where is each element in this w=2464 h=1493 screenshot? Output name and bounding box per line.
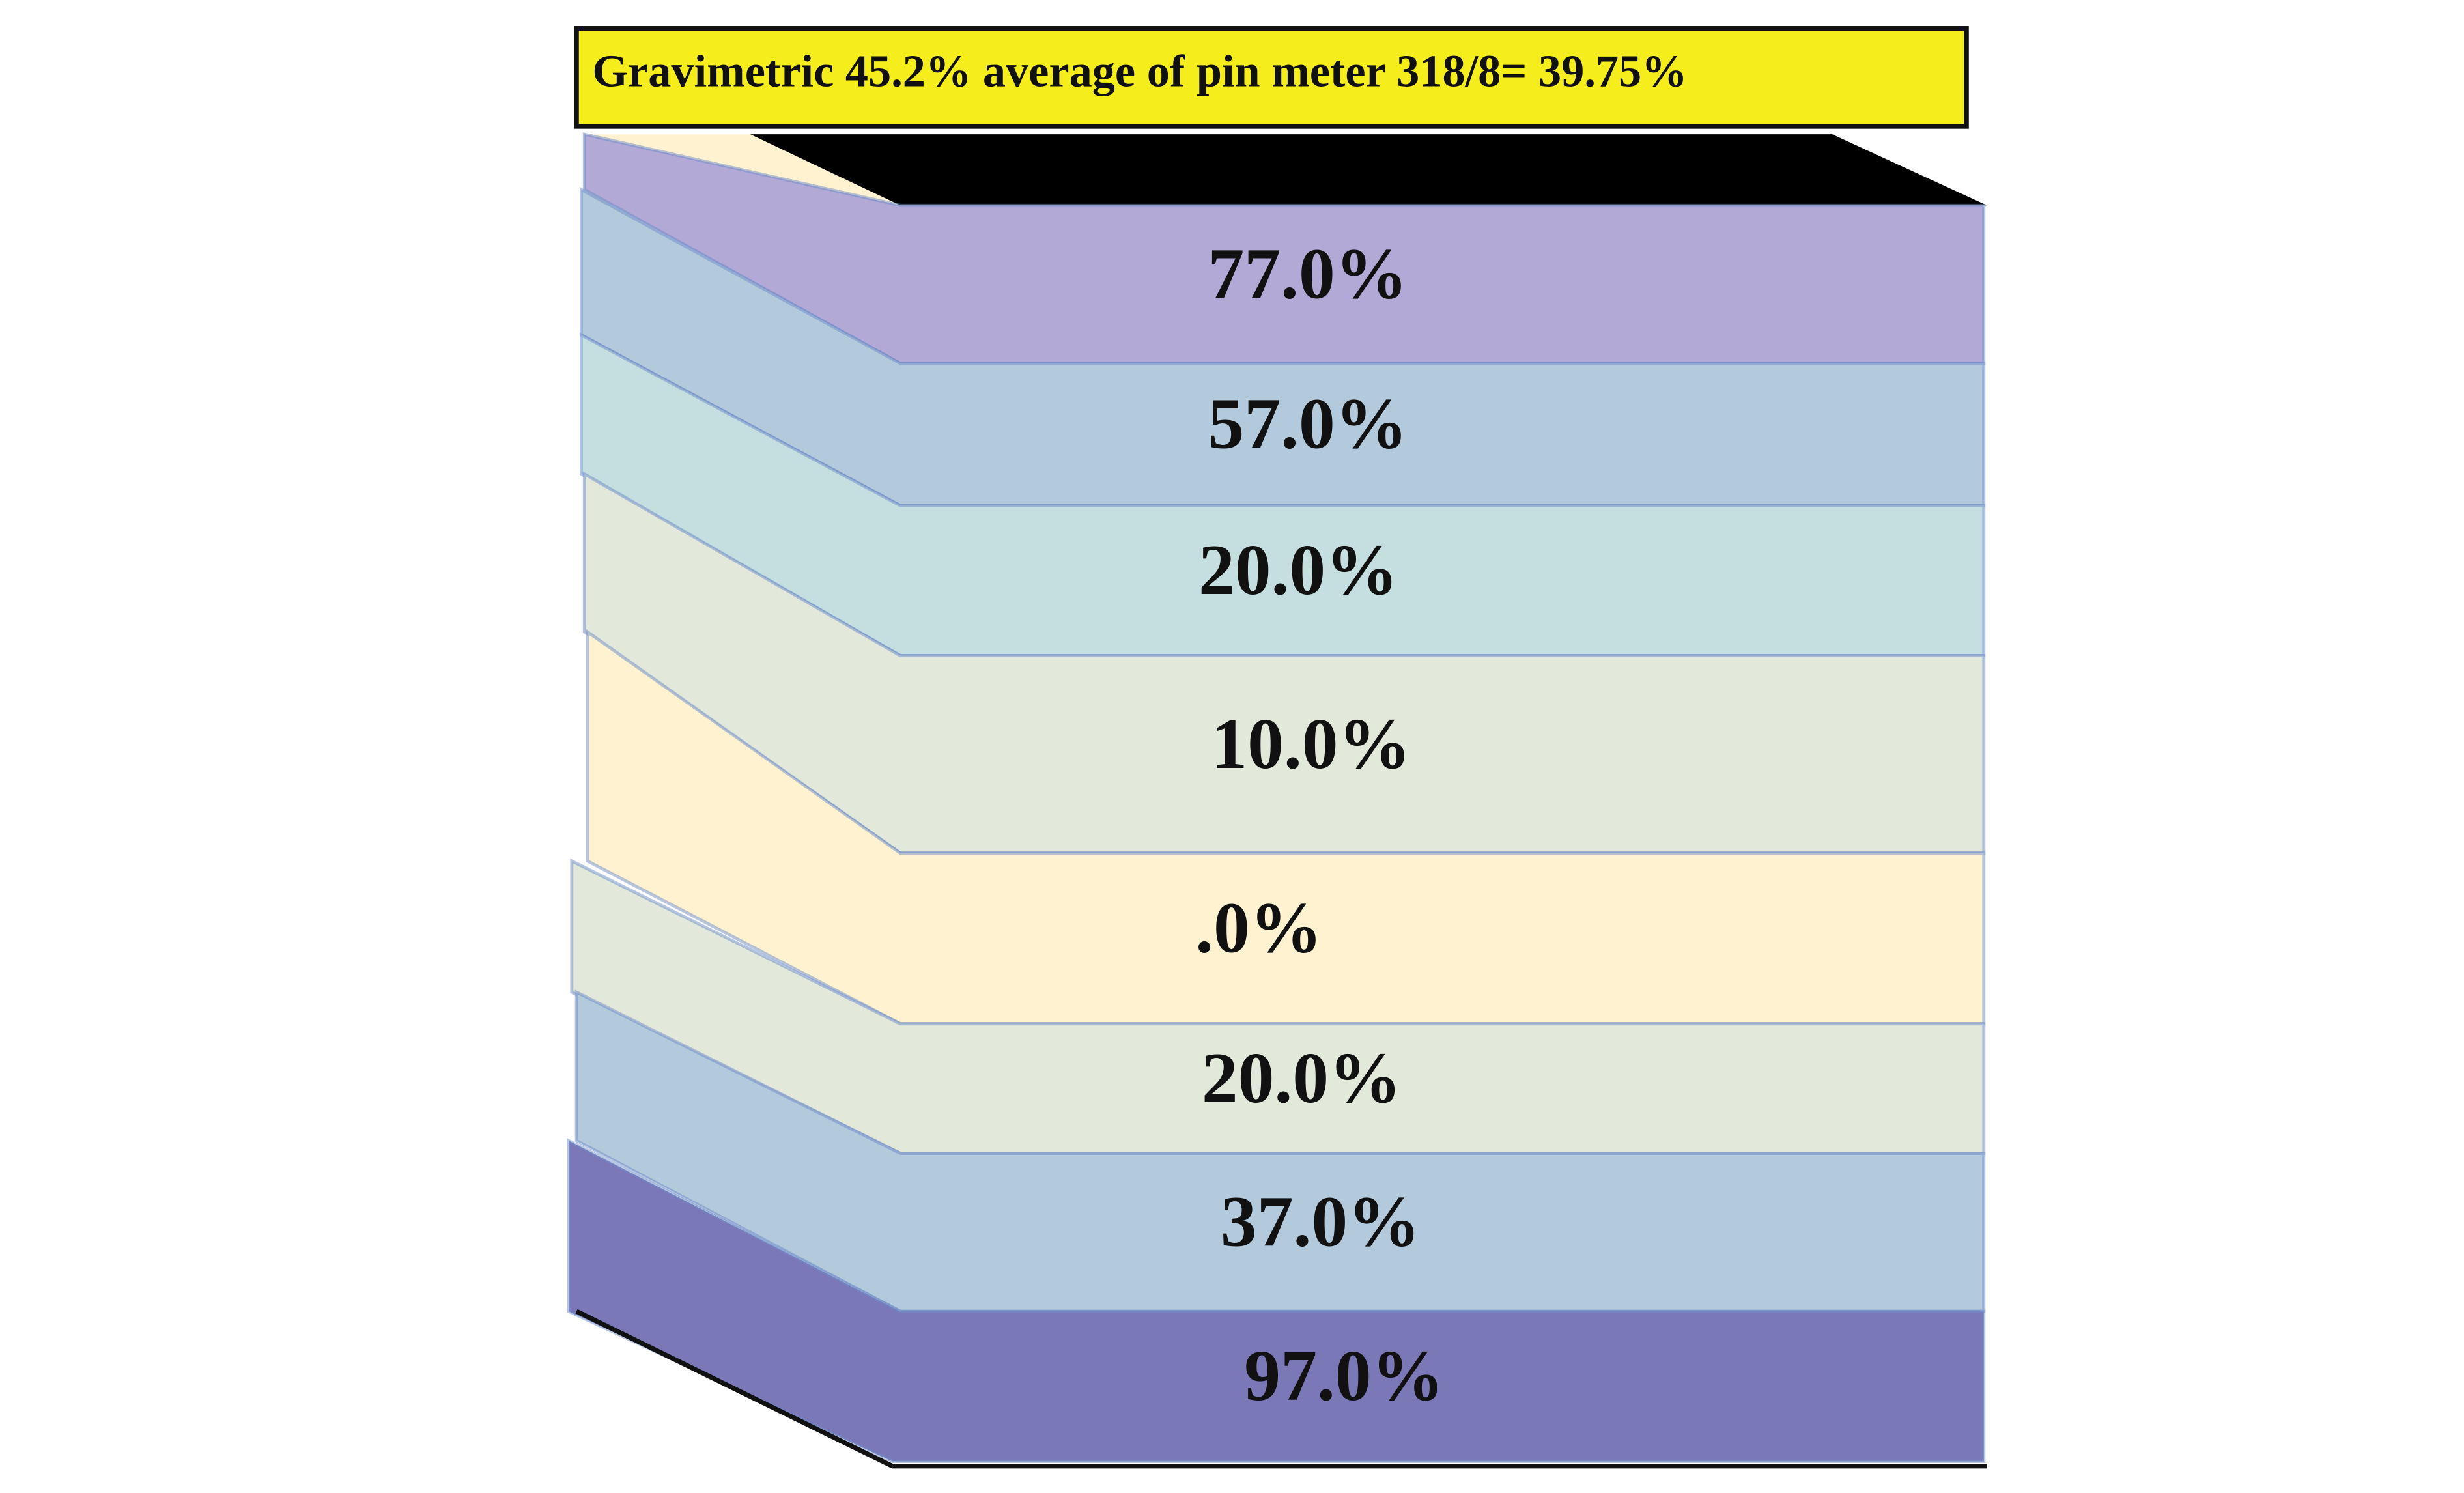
top-face (750, 134, 1987, 206)
layer-label: 10.0% (1211, 704, 1411, 784)
layer-label: 57.0% (1208, 384, 1408, 464)
layers: 77.0% 57.0% 20.0% 10.0% .0% 20.0% 37.0% 97.0% (567, 132, 1987, 1469)
layer-label: 20.0% (1202, 1038, 1402, 1118)
layer (567, 1138, 1986, 1463)
layer-label: 37.0% (1221, 1182, 1421, 1262)
layer-label: .0% (1195, 888, 1322, 968)
layer-label: 97.0% (1244, 1336, 1444, 1416)
layer-label: 77.0% (1208, 234, 1408, 314)
bottom-edge (575, 1309, 894, 1469)
title-box (574, 26, 1969, 129)
layer-label: 20.0% (1198, 530, 1398, 610)
title: Gravimetric 45.2% average of pin meter 3… (592, 46, 1687, 97)
